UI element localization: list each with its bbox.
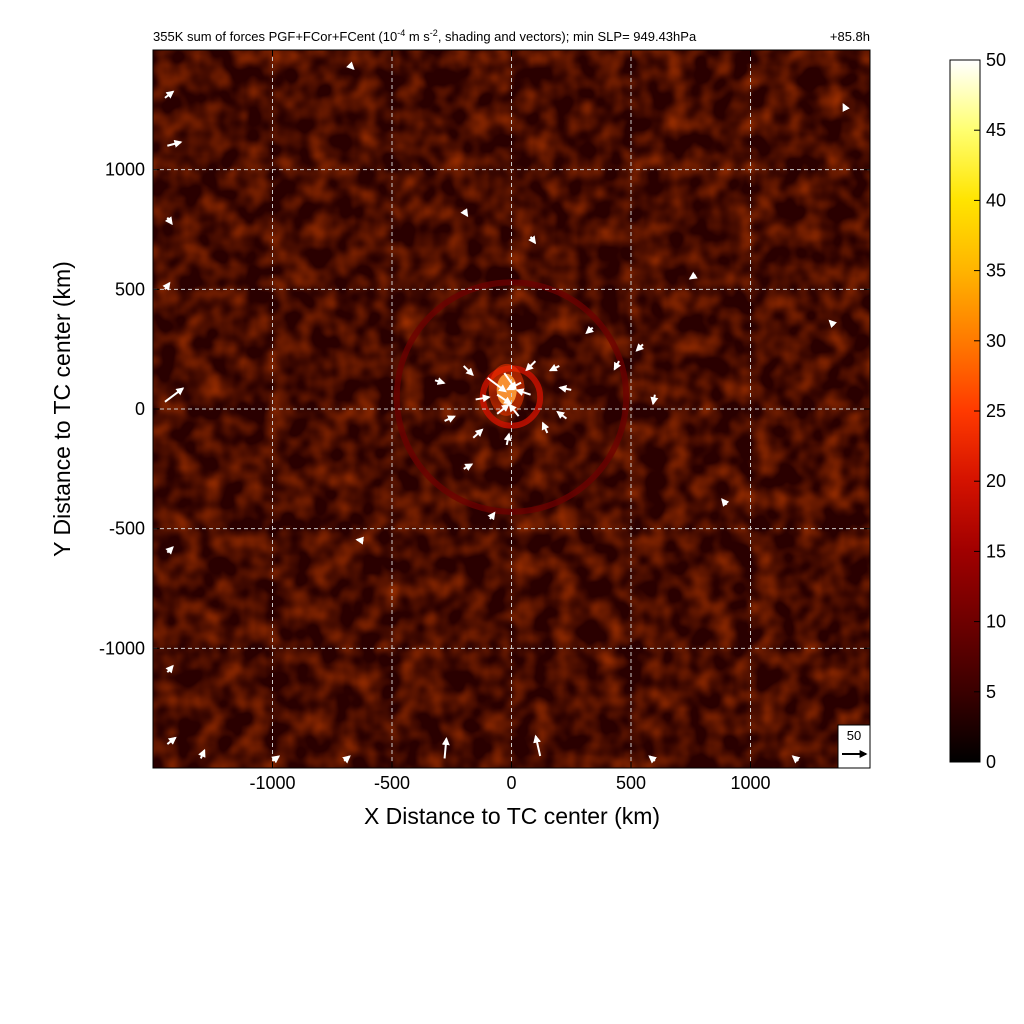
force-vector [165, 664, 174, 674]
force-vector [162, 281, 171, 291]
force-vector [496, 393, 512, 405]
force-vector [355, 536, 364, 545]
plot-area [153, 50, 870, 768]
colorbar-ticks: 0 5 10 15 20 25 30 35 40 45 50 [974, 50, 1006, 772]
force-vector [166, 736, 177, 745]
force-vector [271, 755, 281, 764]
force-vector [164, 90, 175, 99]
force-vector [533, 734, 542, 757]
force-vector [688, 271, 698, 280]
force-vector [462, 365, 474, 377]
force-vector [164, 387, 185, 403]
reference-vector: 50 [837, 724, 871, 769]
force-vector [487, 377, 507, 393]
x-axis-label: X Distance to TC center (km) [364, 803, 660, 829]
axes: -1000 -500 0 500 1000 -1000 -500 0 500 1000 [99, 50, 870, 793]
force-vector [463, 463, 474, 471]
force-vector [506, 381, 522, 391]
force-vector [558, 384, 572, 393]
force-vector [198, 748, 206, 759]
force-vector [444, 415, 456, 423]
reference-vector-box [837, 724, 871, 769]
colorbar-tick-label: 40 [986, 190, 1006, 210]
force-vector [548, 363, 560, 372]
force-vector [842, 103, 850, 112]
y-tick-label: 0 [135, 399, 145, 419]
y-tick-label: -1000 [99, 638, 145, 658]
x-tick-label: 0 [506, 773, 516, 793]
force-vector [585, 325, 594, 335]
force-vector [556, 410, 568, 420]
force-vector [648, 755, 657, 764]
reference-vector-label: 50 [847, 728, 861, 743]
colorbar-tick-label: 35 [986, 261, 1006, 281]
force-vector [434, 377, 446, 385]
force-vector [541, 421, 550, 434]
y-tick-label: 500 [115, 279, 145, 299]
force-vector [721, 498, 730, 507]
x-tick-label: -500 [374, 773, 410, 793]
force-vector [650, 394, 659, 406]
x-tick-label: 1000 [730, 773, 770, 793]
force-vector [635, 343, 645, 352]
chart-time-label: +85.8h [830, 29, 870, 44]
force-vector [475, 394, 491, 403]
grid-lines [153, 50, 870, 768]
colorbar-tick-label: 30 [986, 331, 1006, 351]
colorbar-tick-label: 15 [986, 541, 1006, 561]
force-vector [613, 360, 622, 371]
y-tick-label: -500 [109, 519, 145, 539]
force-vector [791, 755, 801, 764]
force-vector [503, 432, 512, 446]
chart-title: 355K sum of forces PGF+FCor+FCent (10-4 … [153, 28, 697, 44]
colorbar-tick-label: 50 [986, 50, 1006, 70]
force-vector [828, 319, 838, 329]
force-vector [525, 360, 537, 372]
y-tick-label: 1000 [105, 160, 145, 180]
y-axis-label: Y Distance to TC center (km) [49, 261, 75, 557]
force-vector [167, 139, 183, 148]
force-vector [342, 755, 351, 764]
force-vector [528, 235, 537, 245]
force-vector [487, 511, 496, 521]
force-vector [508, 403, 520, 417]
force-vector [164, 216, 173, 226]
force-vector [472, 428, 484, 439]
colorbar-tick-label: 20 [986, 471, 1006, 491]
x-tick-label: -1000 [249, 773, 295, 793]
force-vector [515, 388, 531, 396]
colorbar-tick-label: 25 [986, 401, 1006, 421]
force-vector [165, 546, 174, 555]
force-vectors [162, 61, 850, 764]
colorbar-tick-label: 5 [986, 682, 996, 702]
x-tick-label: 500 [616, 773, 646, 793]
colorbar-tick-label: 10 [986, 612, 1006, 632]
force-vector [460, 208, 469, 218]
force-vector [346, 61, 355, 70]
colorbar: 0 5 10 15 20 25 30 35 40 45 50 [949, 50, 1006, 772]
colorbar-tick-label: 0 [986, 752, 996, 772]
force-vector [496, 403, 510, 415]
force-vector [441, 737, 450, 759]
colorbar-tick-label: 45 [986, 120, 1006, 140]
